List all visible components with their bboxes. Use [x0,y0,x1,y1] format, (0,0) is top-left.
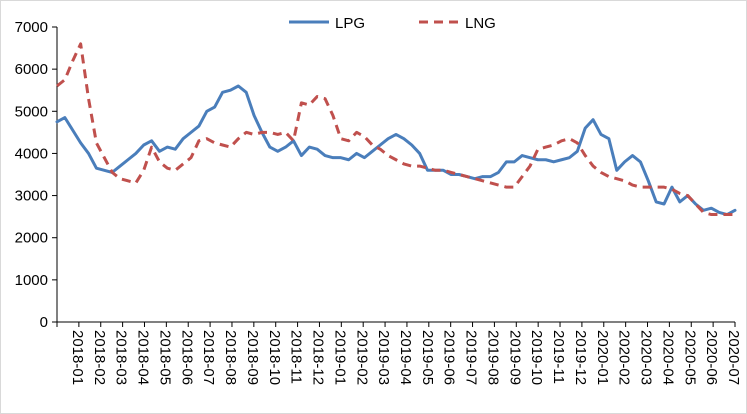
x-tick-label: 2018-12 [310,330,327,385]
y-tick-label: 6000 [15,61,48,78]
x-tick-label: 2020-07 [725,330,742,385]
x-tick-label: 2018-05 [156,330,173,385]
y-tick-label: 7000 [15,19,48,36]
x-tick-label: 2020-04 [659,330,676,385]
x-tick-label: 2018-04 [135,330,152,385]
y-axis: 0 1000 2000 3000 4000 5000 6000 7000 [15,19,58,331]
series-line-lpg [55,84,737,217]
x-tick-label: 2018-01 [69,330,86,385]
legend: LPG LNG [289,15,496,32]
series-line-lng [56,42,735,217]
x-tick-label: 2020-02 [616,330,633,385]
x-tick-label: 2018-09 [244,330,261,385]
y-tick-label: 4000 [15,145,48,162]
x-tick-label: 2018-02 [91,330,108,385]
legend-label: LPG [335,15,365,32]
x-tick-label: 2019-11 [550,330,567,384]
x-tick-label: 2018-06 [178,330,195,385]
legend-label: LNG [465,15,496,32]
y-tick-label: 3000 [15,188,48,205]
x-tick-label: 2019-06 [441,330,458,385]
x-tick-label: 2019-03 [375,330,392,385]
x-axis: 2018-01 2018-02 2018-03 2018-04 2018-05 2018-… [56,321,742,385]
x-tick-label: 2019-02 [353,330,370,385]
y-tick-label: 1000 [15,272,48,289]
x-tick-label: 2019-04 [397,330,414,385]
x-tick-label: 2018-03 [113,330,130,385]
y-tick-label: 2000 [15,230,48,247]
x-tick-label: 2018-08 [222,330,239,385]
x-tick-label: 2020-01 [594,330,611,385]
x-tick-label: 2020-05 [681,330,698,385]
y-tick-label: 0 [40,314,48,331]
x-tick-label: 2019-09 [506,330,523,385]
x-tick-label: 2018-07 [200,330,217,385]
legend-item-lpg: LPG [289,15,365,32]
x-tick-label: 2020-03 [638,330,655,385]
x-tick-label: 2019-01 [331,330,348,385]
x-tick-label: 2019-10 [528,330,545,385]
x-tick-label: 2019-12 [572,330,589,385]
x-tick-label: 2019-08 [484,330,501,385]
legend-item-lng: LNG [419,15,496,32]
x-tick-label: 2020-06 [703,330,720,385]
x-tick-label: 2018-10 [266,330,283,385]
x-tick-label: 2019-07 [463,330,480,385]
y-tick-label: 5000 [15,103,48,120]
x-tick-label: 2019-05 [419,330,436,385]
x-tick-label: 2018-11 [288,330,305,384]
series-lines [55,42,737,217]
